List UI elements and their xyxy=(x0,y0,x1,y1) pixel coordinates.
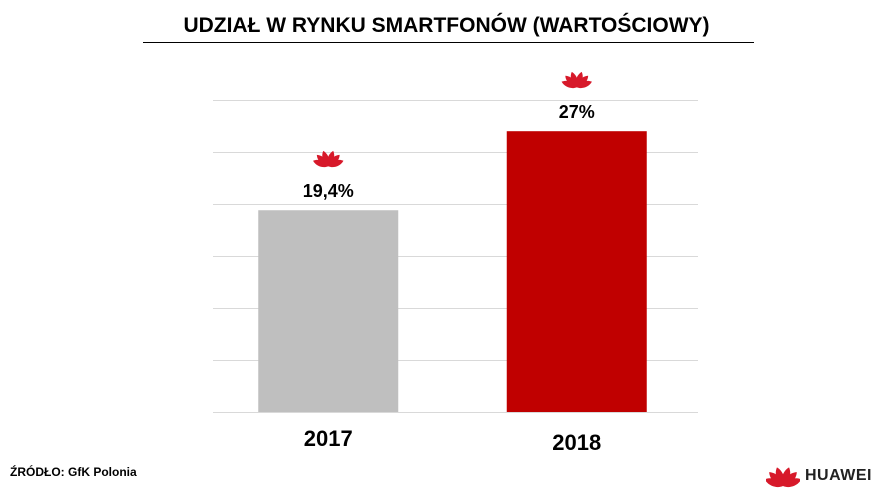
bar-2017 xyxy=(258,210,399,412)
bar-2018 xyxy=(506,131,647,412)
data-label-2018: 27% xyxy=(559,102,595,122)
huawei-logo-mark xyxy=(766,467,800,488)
chart-title: UDZIAŁ W RYNKU SMARTFONÓW (WARTOŚCIOWY) xyxy=(183,14,710,37)
x-tick-label-2017: 2017 xyxy=(304,426,353,451)
huawei-logo-icon xyxy=(561,71,592,89)
source-note: ŹRÓDŁO: GfK Polonia xyxy=(10,465,137,479)
x-tick-label-2018: 2018 xyxy=(552,430,601,455)
brand-name: HUAWEI xyxy=(805,467,872,484)
huawei-logo-icon xyxy=(313,150,344,168)
data-label-2017: 19,4% xyxy=(303,181,354,201)
huawei-brand: HUAWEI xyxy=(766,462,872,490)
huawei-logo-icon xyxy=(766,467,800,488)
title-underline xyxy=(143,42,754,43)
